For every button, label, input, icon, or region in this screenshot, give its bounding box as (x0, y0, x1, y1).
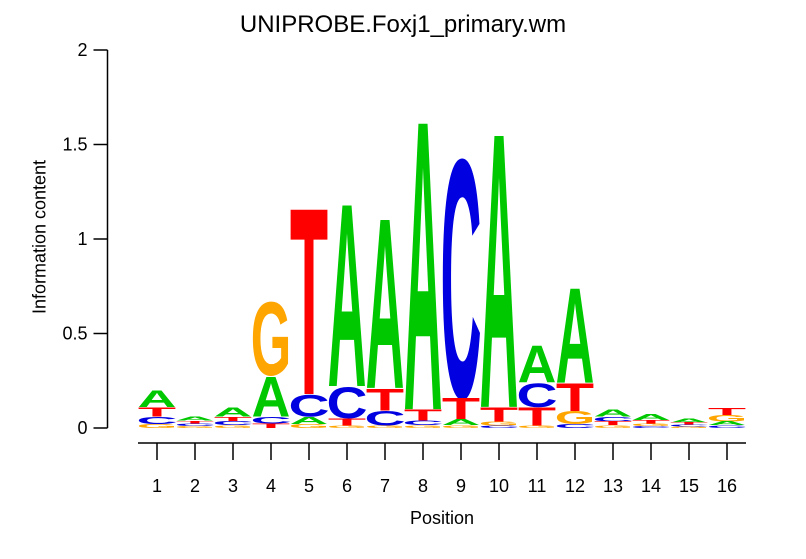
logo-letter-C-pos3: C (212, 420, 253, 426)
logo-letter-C-pos9: C (440, 89, 481, 470)
logo-letter-T-pos16: T (708, 405, 746, 417)
logo-letter-A-pos10: A (480, 51, 519, 491)
x-tick-label: 14 (641, 476, 661, 496)
x-tick-label: 6 (342, 476, 352, 496)
logo-letter-C-pos10: C (478, 425, 519, 429)
logo-letter-T-pos4: T (252, 422, 290, 429)
x-tick-label: 11 (528, 476, 547, 496)
logo-letter-A-pos5: A (290, 415, 329, 427)
logo-letter-T-pos9: T (442, 391, 480, 426)
logo-letter-G-pos10: G (479, 421, 519, 427)
x-tick-label: 2 (190, 476, 200, 496)
logo-letter-G-pos3: G (213, 424, 254, 428)
logo-letter-G-pos16: G (707, 413, 747, 423)
logo-letter-C-pos6: C (326, 378, 367, 428)
logo-letter-A-pos11: A (518, 336, 557, 394)
logo-letter-C-pos7: C (364, 407, 405, 431)
x-tick-label: 8 (418, 476, 428, 496)
chart-title: UNIPROBE.Foxj1_primary.wm (239, 11, 567, 38)
logo-letter-C-pos11: C (516, 376, 557, 414)
logo-letter-G-pos2: G (175, 426, 215, 429)
logo-letter-C-pos16: C (706, 424, 747, 428)
logo-letter-A-pos4: A (252, 365, 291, 429)
x-tick-label: 9 (456, 476, 466, 496)
x-tick-label: 1 (152, 476, 162, 496)
x-tick-label: 13 (603, 476, 623, 496)
logo-letter-G-pos9: G (441, 424, 482, 428)
x-tick-label: 5 (304, 476, 314, 496)
x-axis-title: Position (409, 508, 475, 528)
x-tick-label: 15 (679, 476, 699, 496)
logo-letter-A-pos12: A (556, 259, 595, 412)
y-tick-label: 0 (77, 418, 87, 438)
logo-letter-C-pos12: C (554, 423, 595, 429)
logo-letter-T-pos15: T (670, 422, 708, 425)
logo-letter-A-pos8: A (404, 33, 443, 497)
logo-letter-A-pos9: A (442, 418, 481, 427)
logo-letter-T-pos8: T (404, 406, 442, 424)
logo-letter-T-pos11: T (518, 403, 556, 432)
logo-letter-C-pos8: C (402, 419, 443, 426)
x-tick-label: 12 (565, 476, 585, 496)
logo-letter-T-pos3: T (214, 416, 252, 423)
logo-letter-A-pos2: A (176, 416, 215, 422)
logo-letter-C-pos5: C (288, 388, 329, 424)
logo-letter-T-pos6: T (328, 416, 366, 428)
x-tick-label: 3 (228, 476, 238, 496)
logo-letter-C-pos14: C (630, 426, 671, 429)
logo-letter-C-pos13: C (592, 415, 633, 422)
logo-letter-T-pos5: T (290, 153, 328, 452)
logo-letter-T-pos10: T (480, 403, 518, 426)
logo-letter-C-pos2: C (174, 423, 215, 427)
logo-letter-A-pos16: A (708, 421, 747, 427)
x-tick-label: 4 (266, 476, 276, 496)
x-tick-label: 7 (380, 476, 390, 496)
x-tick-label: 16 (717, 476, 737, 496)
logo-letter-A-pos14: A (632, 413, 671, 422)
logo-letter-A-pos15: A (670, 418, 709, 424)
logo-letter-A-pos1: A (138, 386, 177, 412)
logo-letter-G-pos12: G (555, 408, 596, 428)
logo-letter-G-pos6: G (327, 425, 367, 429)
y-tick-label: 0.5 (62, 324, 87, 344)
y-tick-label: 1.5 (62, 135, 87, 155)
y-tick-label: 2 (77, 40, 87, 60)
x-tick-label: 10 (489, 476, 509, 496)
logo-letter-G-pos13: G (593, 424, 634, 428)
logo-letter-A-pos13: A (594, 407, 633, 419)
logo-letter-G-pos14: G (631, 423, 671, 427)
logo-letter-T-pos7: T (366, 383, 404, 418)
logo-letter-A-pos3: A (214, 405, 253, 419)
logo-letter-G-pos15: G (669, 426, 710, 428)
logo-letter-G-pos4: G (251, 280, 292, 398)
logo-letter-G-pos5: G (289, 423, 329, 429)
logo-letter-T-pos12: T (556, 376, 594, 420)
logo-letter-T-pos14: T (632, 419, 670, 425)
logo-letter-C-pos4: C (250, 415, 291, 425)
logo-letter-C-pos15: C (668, 424, 709, 427)
logo-letter-G-pos8: G (403, 424, 444, 428)
logo-letter-A-pos7: A (366, 168, 405, 440)
logo-letter-G-pos7: G (365, 425, 405, 429)
logo-letter-T-pos2: T (176, 420, 214, 424)
logo-letter-C-pos1: C (136, 415, 177, 427)
logo-letter-G-pos11: G (517, 425, 557, 429)
logo-letter-T-pos1: T (138, 405, 177, 420)
logo-letter-T-pos13: T (594, 421, 632, 427)
logo-letter-A-pos6: A (328, 150, 367, 442)
y-tick-label: 1 (77, 229, 87, 249)
logo-letter-G-pos1: G (137, 423, 177, 429)
